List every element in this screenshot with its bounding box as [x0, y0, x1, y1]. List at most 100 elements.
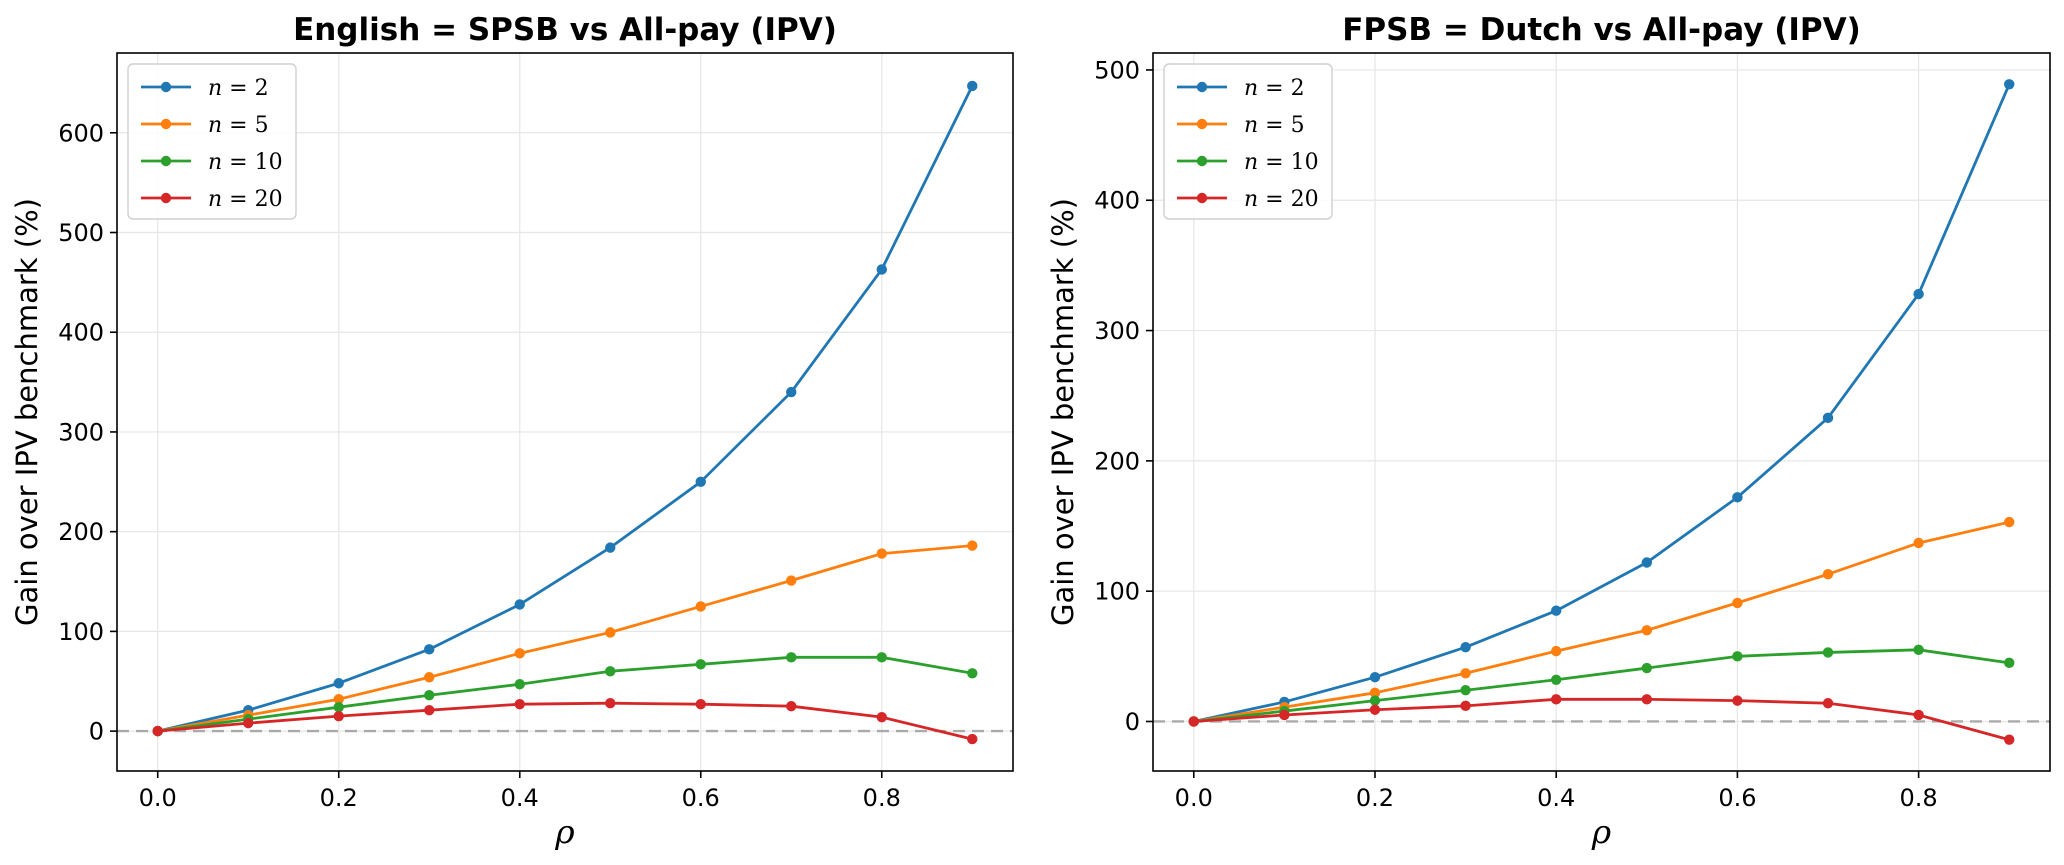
data-point-n-2 — [514, 599, 525, 610]
data-point-n-2 — [786, 386, 797, 398]
data-point-n-10 — [1460, 685, 1471, 696]
data-point-n-20 — [243, 717, 254, 729]
data-point-n-10 — [333, 701, 344, 713]
legend-marker-n-10 — [1196, 155, 1208, 167]
data-point-n-20 — [424, 704, 435, 716]
legend-label-n-20: n = 20 — [208, 187, 283, 212]
data-point-n-10 — [695, 659, 706, 670]
chart-panel-2: 0.0 0.2 0.4 0.6 0.8 0 100 200 300 400 500 FPSB = Du… — [1046, 12, 2051, 851]
data-point-n-5 — [514, 648, 525, 659]
data-point-n-20 — [152, 725, 163, 737]
x-tick-label: 0.6 — [682, 784, 720, 812]
x-tick-label: 0.2 — [1356, 784, 1394, 812]
y-tick-label: 100 — [1094, 578, 1140, 606]
series-line-n-20 — [1193, 697, 2010, 742]
legend-label-n-5: n = 5 — [208, 113, 269, 138]
x-tick-label: 0.2 — [320, 784, 358, 812]
y-tick-label: 300 — [1094, 317, 1140, 345]
data-point-n-20 — [1188, 716, 1199, 727]
series-line-n-20 — [157, 701, 973, 741]
data-point-n-5 — [1822, 569, 1834, 580]
data-point-n-20 — [605, 697, 616, 709]
data-point-n-10 — [424, 690, 435, 701]
data-point-n-20 — [876, 711, 887, 723]
data-point-n-20 — [1279, 709, 1290, 721]
data-point-n-10 — [514, 679, 525, 690]
legend-marker-n-2 — [1196, 81, 1208, 93]
data-point-n-5 — [695, 601, 706, 612]
legend-label-n-2: n = 2 — [1244, 76, 1305, 101]
series-line-n-2 — [1193, 83, 2011, 723]
chart-title: English = SPSB vs All-pay (IPV) — [293, 12, 837, 48]
legend-marker-n-5 — [160, 118, 172, 130]
y-tick-label: 0 — [89, 718, 104, 746]
data-point-n-5 — [786, 575, 797, 586]
data-point-n-10 — [1641, 662, 1653, 674]
data-point-n-20 — [1822, 698, 1834, 709]
legend-marker-n-10 — [160, 155, 172, 167]
data-point-n-10 — [1732, 651, 1743, 662]
data-point-n-5 — [967, 540, 978, 551]
legend-label-n-5: n = 5 — [1244, 113, 1305, 138]
data-point-n-20 — [1369, 704, 1381, 715]
chart-panel-1: 0.0 0.2 0.4 0.6 0.8 0 100 200 300 400 500 600 Englis… — [10, 12, 1014, 851]
data-point-n-2 — [1460, 642, 1471, 653]
data-point-n-10 — [876, 652, 887, 663]
data-point-n-2 — [1732, 492, 1743, 503]
data-point-n-5 — [1732, 597, 1743, 609]
legend-label-n-20: n = 20 — [1244, 187, 1319, 212]
data-point-n-10 — [2004, 657, 2015, 669]
series-line-n-5 — [1193, 520, 2010, 723]
series-line-n-2 — [157, 85, 974, 733]
legend-label-n-2: n = 2 — [208, 76, 269, 101]
data-point-n-20 — [786, 700, 797, 712]
data-point-n-2 — [2004, 79, 2015, 90]
legend-marker-n-20 — [160, 192, 172, 204]
data-point-n-10 — [1822, 647, 1834, 658]
y-tick-label: 500 — [1094, 56, 1140, 84]
data-point-n-2 — [1550, 605, 1562, 616]
data-point-n-2 — [876, 264, 887, 275]
x-tick-label: 0.4 — [501, 784, 539, 812]
data-point-n-10 — [967, 668, 978, 679]
legend-box — [1163, 63, 1333, 220]
data-point-n-20 — [967, 733, 978, 745]
series-line-n-5 — [157, 544, 973, 733]
y-tick-label: 0 — [1125, 708, 1140, 736]
y-tick-label: 200 — [58, 518, 104, 546]
data-point-n-2 — [333, 678, 344, 689]
data-point-n-2 — [1641, 557, 1653, 568]
data-point-n-20 — [2004, 734, 2015, 745]
data-point-n-2 — [1822, 412, 1834, 424]
x-tick-label: 0.0 — [139, 784, 177, 812]
data-point-n-20 — [1641, 694, 1653, 705]
data-point-n-2 — [695, 476, 706, 488]
legend: n = 2 n = 5 n = 10 n = 20 — [1163, 63, 1333, 220]
y-tick-label: 200 — [1094, 447, 1140, 475]
data-point-n-5 — [1460, 668, 1471, 679]
data-point-n-5 — [2004, 516, 2015, 528]
data-point-n-20 — [333, 710, 344, 722]
data-point-n-10 — [786, 652, 797, 663]
x-axis-label: ρ — [1591, 812, 1612, 851]
x-tick-label: 0.8 — [1900, 784, 1938, 812]
legend-marker-n-2 — [160, 81, 172, 93]
axes-frame — [116, 52, 1014, 772]
x-tick-label: 0.4 — [1537, 784, 1575, 812]
data-point-n-10 — [605, 666, 616, 677]
data-point-n-10 — [1369, 695, 1381, 706]
axes-frame — [1152, 52, 2051, 772]
data-point-n-2 — [967, 80, 978, 92]
y-axis-label: Gain over IPV benchmark (%) — [1046, 198, 1080, 626]
y-tick-label: 600 — [58, 119, 104, 147]
legend-label-n-10: n = 10 — [208, 150, 283, 175]
legend-label-n-10: n = 10 — [1244, 150, 1319, 175]
legend-marker-n-5 — [1196, 118, 1208, 130]
x-axis-label: ρ — [554, 812, 575, 851]
data-point-n-10 — [1913, 644, 1924, 656]
data-point-n-2 — [424, 644, 435, 655]
series-line-n-10 — [157, 655, 973, 733]
data-point-n-20 — [695, 698, 706, 710]
data-point-n-5 — [1369, 687, 1381, 699]
